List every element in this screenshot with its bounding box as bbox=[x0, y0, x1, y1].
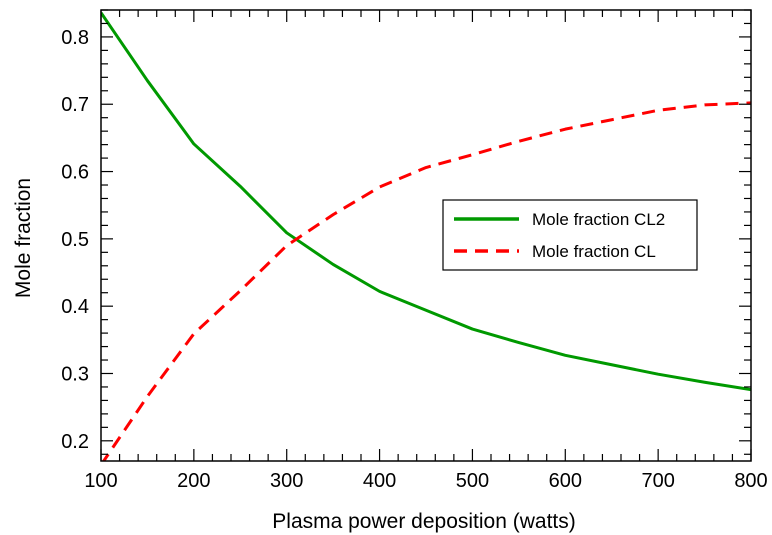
x-tick-label: 400 bbox=[363, 470, 396, 492]
x-tick-label: 500 bbox=[456, 470, 489, 492]
y-tick-label: 0.4 bbox=[61, 296, 89, 318]
x-tick-label: 700 bbox=[641, 470, 674, 492]
y-axis-title: Mole fraction bbox=[12, 178, 35, 298]
x-tick-label: 300 bbox=[270, 470, 303, 492]
series-line-cl2 bbox=[101, 11, 751, 392]
y-tick-label: 0.2 bbox=[61, 431, 89, 453]
x-tick-label: 100 bbox=[84, 470, 117, 492]
y-tick-label: 0.6 bbox=[61, 162, 89, 184]
legend-label-cl: Mole fraction CL bbox=[532, 242, 656, 261]
x-tick-label: 800 bbox=[734, 470, 767, 492]
x-axis-title: Plasma power deposition (watts) bbox=[272, 510, 575, 533]
legend-box bbox=[442, 199, 698, 271]
x-tick-label: 600 bbox=[549, 470, 582, 492]
series-line-cl bbox=[101, 101, 751, 461]
x-tick-label: 200 bbox=[177, 470, 210, 492]
legend-label-cl2: Mole fraction CL2 bbox=[532, 210, 665, 229]
plot-frame bbox=[100, 9, 752, 462]
y-tick-label: 0.5 bbox=[61, 229, 89, 251]
y-tick-label: 0.7 bbox=[61, 94, 89, 116]
y-tick-label: 0.3 bbox=[61, 363, 89, 385]
y-tick-label: 0.8 bbox=[61, 27, 89, 49]
